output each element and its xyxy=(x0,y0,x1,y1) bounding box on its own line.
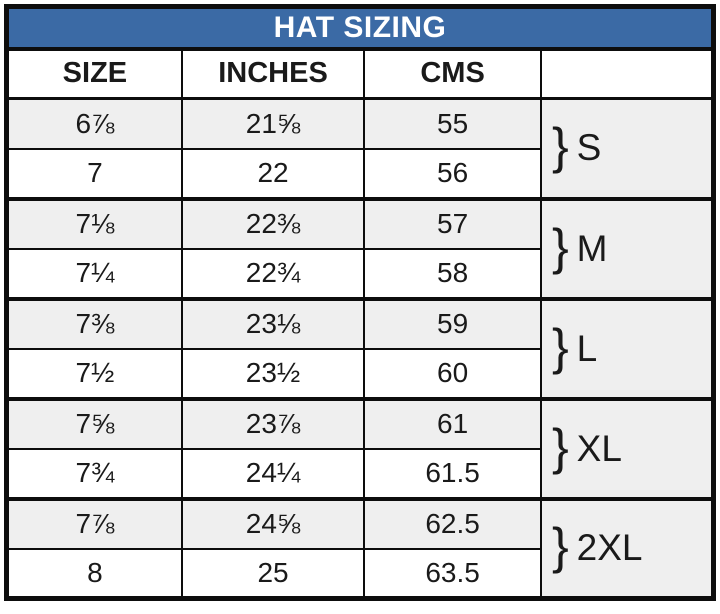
hat-sizing-table: HAT SIZING SIZE INCHES CMS 6⅞ 21⅝ 55 } S … xyxy=(4,4,716,601)
group-label: M xyxy=(576,227,608,269)
table-row: 7⅛ 22⅜ 57 } M xyxy=(5,196,715,300)
inches-cell: 23⅛ xyxy=(180,296,366,350)
group-brace-icon: } xyxy=(551,218,569,275)
group-cell-xl: } XL xyxy=(539,396,715,500)
inches-cell: 23⅞ xyxy=(180,396,366,450)
table-row: 7⅝ 23⅞ 61 } XL xyxy=(5,396,715,500)
size-cell: 7⅞ xyxy=(5,496,183,550)
size-cell: 7⅝ xyxy=(5,396,183,450)
size-cell: 7⅛ xyxy=(5,196,183,250)
cms-cell: 57 xyxy=(363,196,542,250)
size-cell: 7 xyxy=(5,147,183,200)
table-row: 7½ 23½ 60 xyxy=(5,347,714,400)
inches-cell: 22⅜ xyxy=(180,196,366,250)
column-header-cms: CMS xyxy=(363,47,542,100)
column-header-row: SIZE INCHES CMS xyxy=(5,47,715,100)
title-row: HAT SIZING xyxy=(5,5,715,51)
table-row: 7⅞ 24⅝ 62.5 } 2XL xyxy=(5,496,715,600)
group-cell-m: } M xyxy=(539,196,715,300)
column-header-inches: INCHES xyxy=(180,47,366,100)
cms-cell: 55 xyxy=(363,97,542,150)
hat-sizing-chart: HAT SIZING SIZE INCHES CMS 6⅞ 21⅝ 55 } S … xyxy=(4,4,716,601)
table-row: 7 22 56 xyxy=(5,147,714,200)
group-brace-icon: } xyxy=(551,518,569,575)
group-cell-2xl: } 2XL xyxy=(539,496,715,600)
size-cell: 7¾ xyxy=(5,447,183,500)
group-label: L xyxy=(576,327,598,369)
group-label: S xyxy=(576,127,602,169)
table-row: 7¼ 22¾ 58 xyxy=(5,247,714,300)
column-header-size: SIZE xyxy=(5,47,183,100)
inches-cell: 25 xyxy=(180,547,366,600)
inches-cell: 23½ xyxy=(180,347,366,400)
inches-cell: 22¾ xyxy=(180,247,366,300)
group-brace-icon: } xyxy=(551,118,569,175)
cms-cell: 58 xyxy=(363,247,542,300)
group-cell-l: } L xyxy=(539,296,715,400)
chart-title: HAT SIZING xyxy=(5,5,715,51)
group-cell-s: } S xyxy=(539,97,715,200)
group-brace-icon: } xyxy=(551,418,569,475)
cms-cell: 62.5 xyxy=(363,496,542,550)
group-label: 2XL xyxy=(576,527,643,569)
size-cell: 6⅞ xyxy=(5,97,183,150)
table-row: 6⅞ 21⅝ 55 } S xyxy=(5,97,715,200)
table-row: 7¾ 24¼ 61.5 xyxy=(5,447,714,500)
size-cell: 7¼ xyxy=(5,247,183,300)
inches-cell: 22 xyxy=(180,147,366,200)
group-label: XL xyxy=(576,427,622,469)
size-cell: 7½ xyxy=(5,347,183,400)
cms-cell: 61.5 xyxy=(363,447,542,500)
size-cell: 8 xyxy=(5,547,183,600)
column-header-group xyxy=(539,47,715,100)
table-row: 7⅜ 23⅛ 59 } L xyxy=(5,296,715,400)
cms-cell: 60 xyxy=(363,347,542,400)
table-row: 8 25 63.5 xyxy=(5,547,714,600)
inches-cell: 21⅝ xyxy=(180,97,366,150)
group-brace-icon: } xyxy=(551,318,569,375)
cms-cell: 61 xyxy=(363,396,542,450)
inches-cell: 24¼ xyxy=(180,447,366,500)
size-cell: 7⅜ xyxy=(5,296,183,350)
cms-cell: 56 xyxy=(363,147,542,200)
cms-cell: 59 xyxy=(363,296,542,350)
cms-cell: 63.5 xyxy=(363,547,542,600)
inches-cell: 24⅝ xyxy=(180,496,366,550)
